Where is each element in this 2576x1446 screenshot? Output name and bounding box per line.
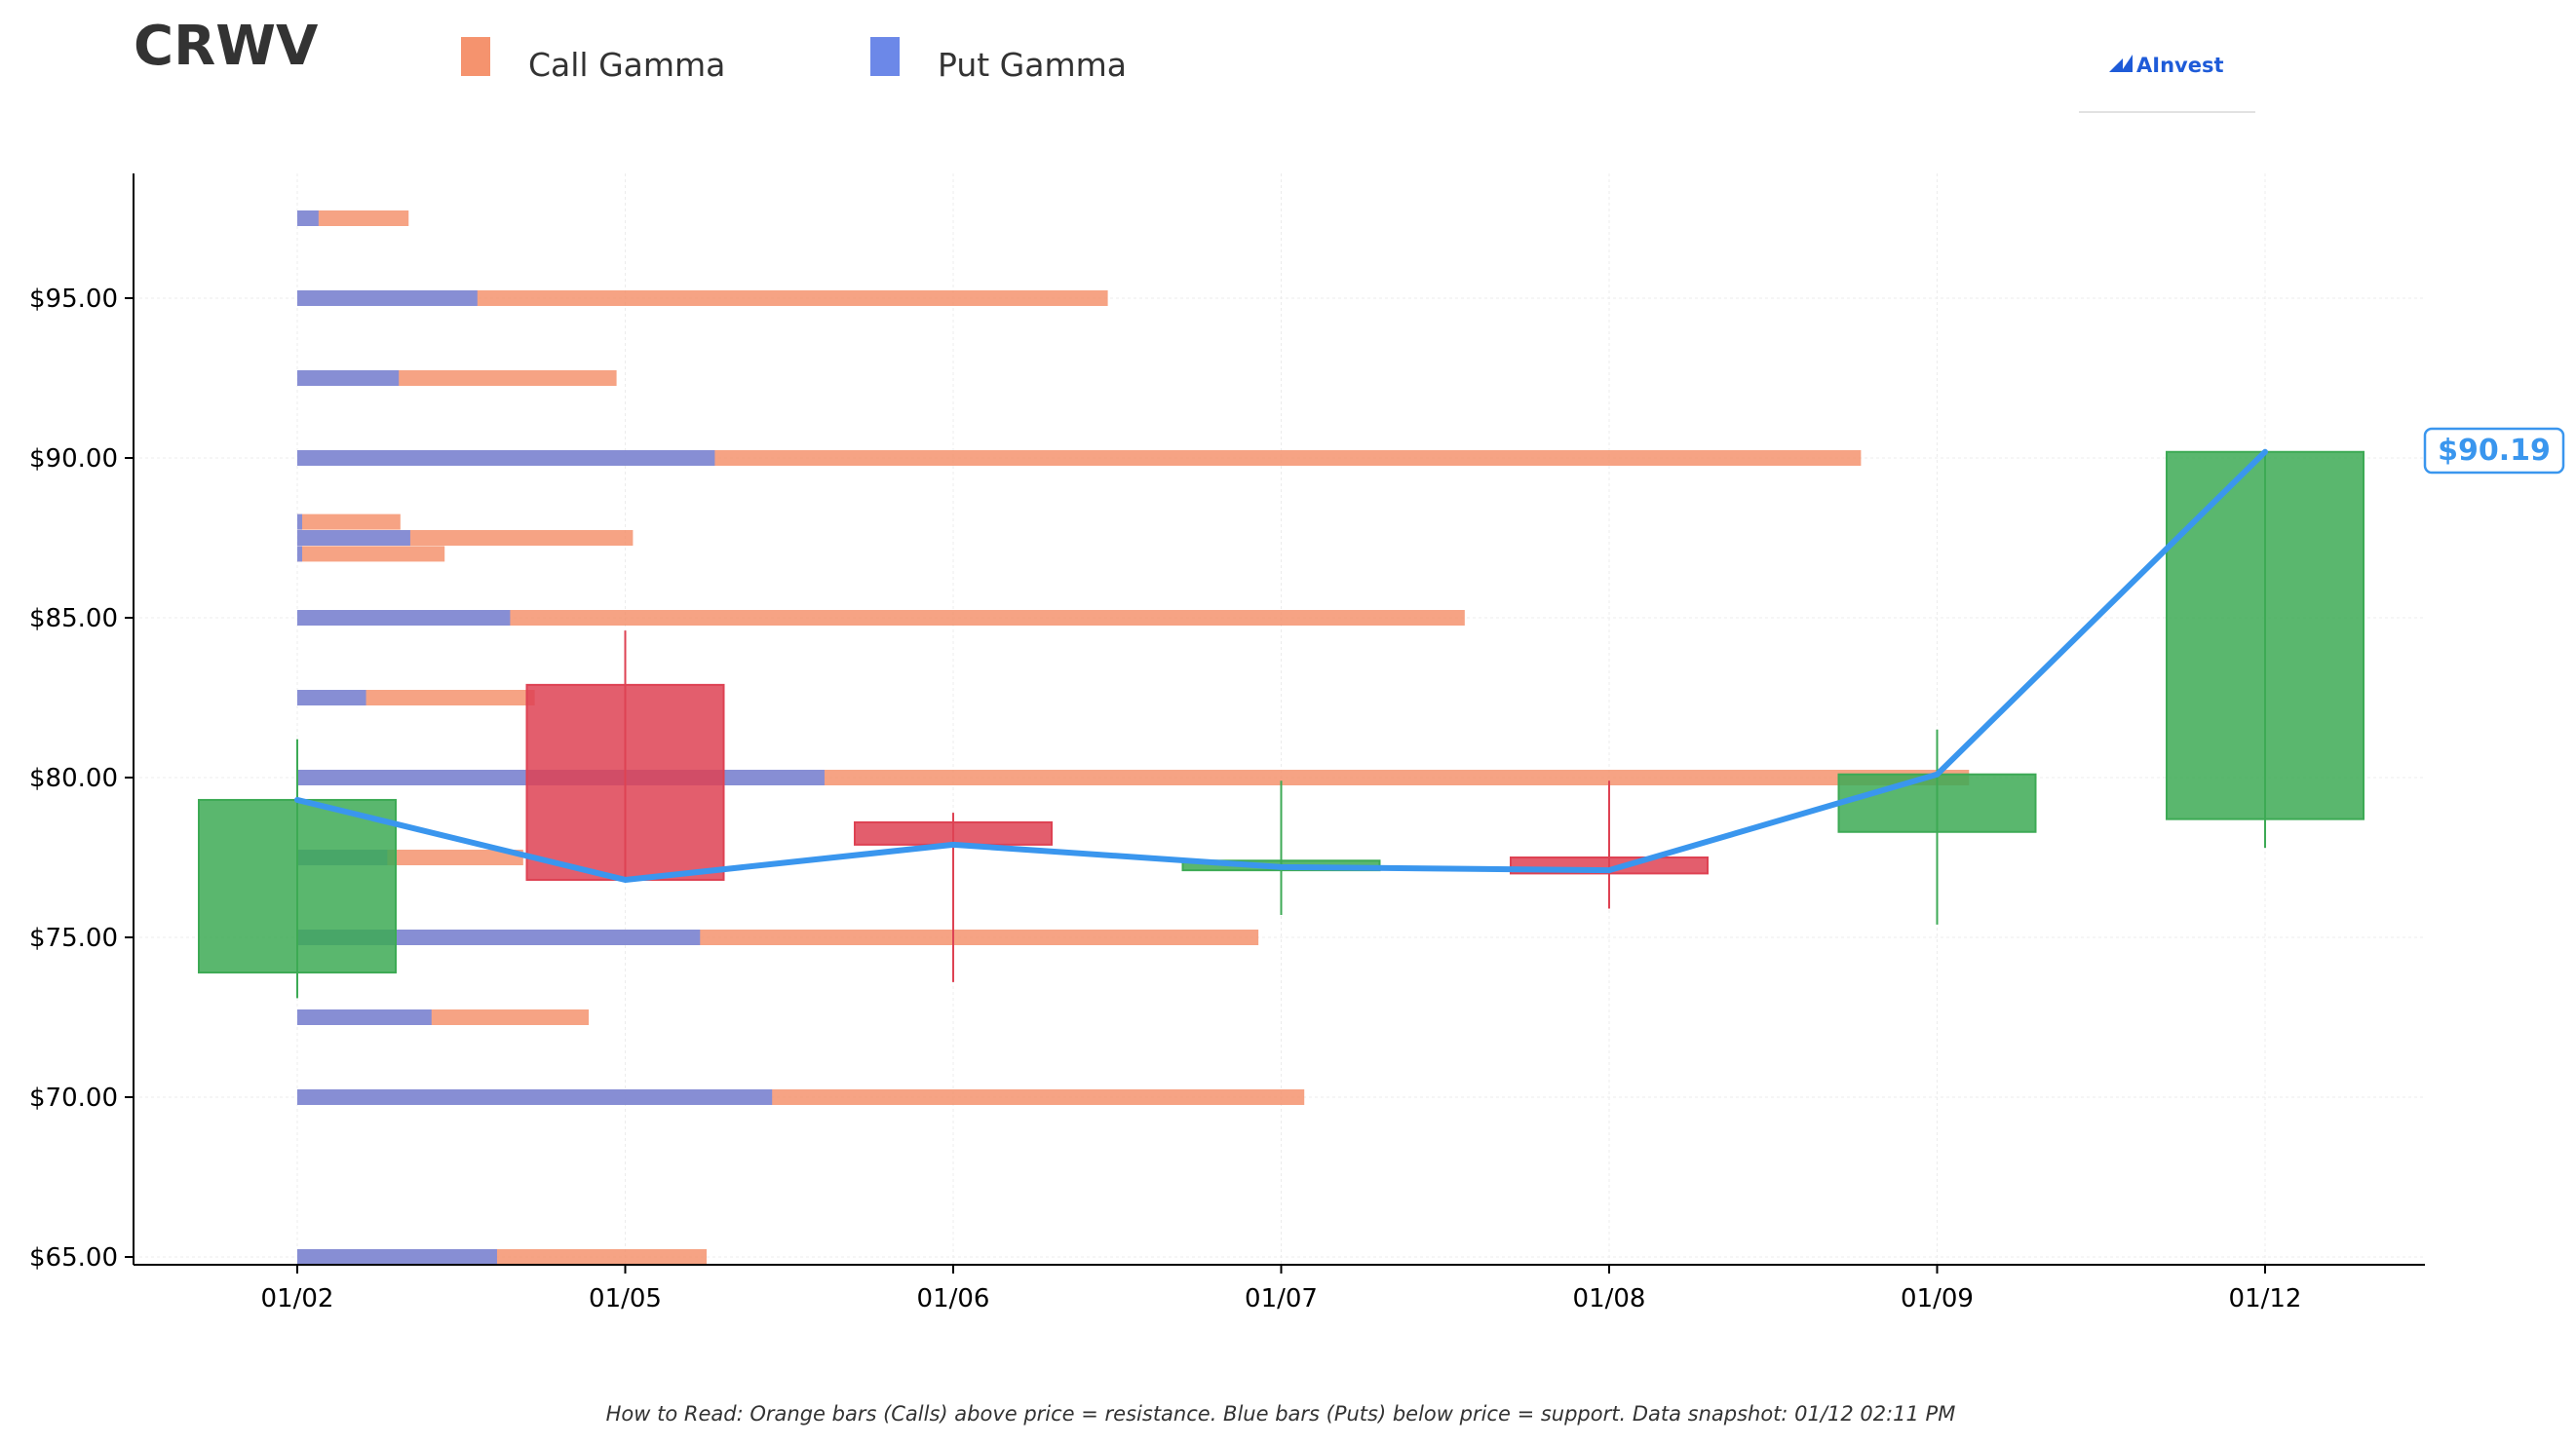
put-legend-label: Put Gamma [938, 46, 1127, 84]
legend: Call Gamma Put Gamma [461, 37, 1127, 84]
x-tick-label: 01/07 [1245, 1284, 1318, 1313]
put-gamma-bar [297, 690, 366, 705]
y-tick-label: $65.00 [29, 1243, 118, 1273]
y-tick-label: $85.00 [29, 604, 118, 633]
call-gamma-bar [297, 210, 409, 226]
price-line [294, 448, 2268, 883]
axes [125, 173, 2425, 1274]
last-price-box [2423, 427, 2565, 475]
x-tick-label: 01/09 [1901, 1284, 1974, 1313]
chart-title: CRWV [134, 15, 319, 78]
candle-body-down [854, 820, 1053, 846]
ainvest-logo: AInvest [2079, 54, 2255, 113]
candle-body-up [1837, 773, 2037, 833]
x-tick-label: 01/12 [2229, 1284, 2302, 1313]
x-tick-label: 01/05 [589, 1284, 662, 1313]
x-axis-labels: 01/02 01/05 01/06 01/07 01/08 01/09 01/12 [261, 1284, 2302, 1313]
put-gamma-bar [297, 1009, 432, 1025]
candle-body-up [198, 798, 397, 974]
call-gamma-bar [297, 514, 401, 530]
call-legend-label: Call Gamma [528, 46, 725, 84]
brand-name: AInvest [2136, 54, 2224, 77]
put-gamma-bar [297, 1249, 497, 1265]
call-legend-swatch [461, 37, 490, 76]
x-tick-label: 01/08 [1573, 1284, 1646, 1313]
y-axis-labels: $65.00 $70.00 $75.00 $80.00 $85.00 $90.00 $95.… [29, 285, 118, 1273]
last-price-tag: $90.19 [2423, 427, 2565, 475]
put-gamma-bar [297, 1089, 773, 1105]
x-tick-label: 01/02 [261, 1284, 334, 1313]
put-gamma-bar [297, 370, 400, 386]
candle-body-up [2166, 450, 2365, 820]
call-gamma-bar [297, 610, 1465, 626]
y-tick-label: $95.00 [29, 285, 118, 314]
put-gamma-bar [297, 930, 701, 945]
call-gamma-bar [297, 290, 1108, 306]
put-gamma-bar [297, 610, 511, 626]
y-tick-label: $70.00 [29, 1084, 118, 1113]
y-tick-label: $75.00 [29, 924, 118, 953]
put-gamma-bar [297, 530, 410, 546]
price-line-group [294, 448, 2268, 883]
put-gamma-bar [297, 546, 303, 562]
last-price-label: $90.19 [2438, 434, 2551, 468]
y-tick-label: $90.00 [29, 444, 118, 474]
put-gamma-bar [297, 210, 319, 226]
x-tick-label: 01/06 [917, 1284, 990, 1313]
logo-chart-icon [2109, 58, 2123, 72]
candle-body-down [525, 683, 725, 881]
put-gamma-bar [297, 450, 715, 466]
footnote: How to Read: Orange bars (Calls) above p… [606, 1402, 1956, 1426]
y-tick-label: $80.00 [29, 764, 118, 793]
put-gamma-bar [297, 514, 303, 530]
call-gamma-bar [297, 546, 445, 562]
put-legend-swatch [870, 37, 900, 76]
candles [198, 450, 2365, 999]
put-gamma-bar [297, 290, 478, 306]
logo-bar-icon [2121, 55, 2133, 72]
